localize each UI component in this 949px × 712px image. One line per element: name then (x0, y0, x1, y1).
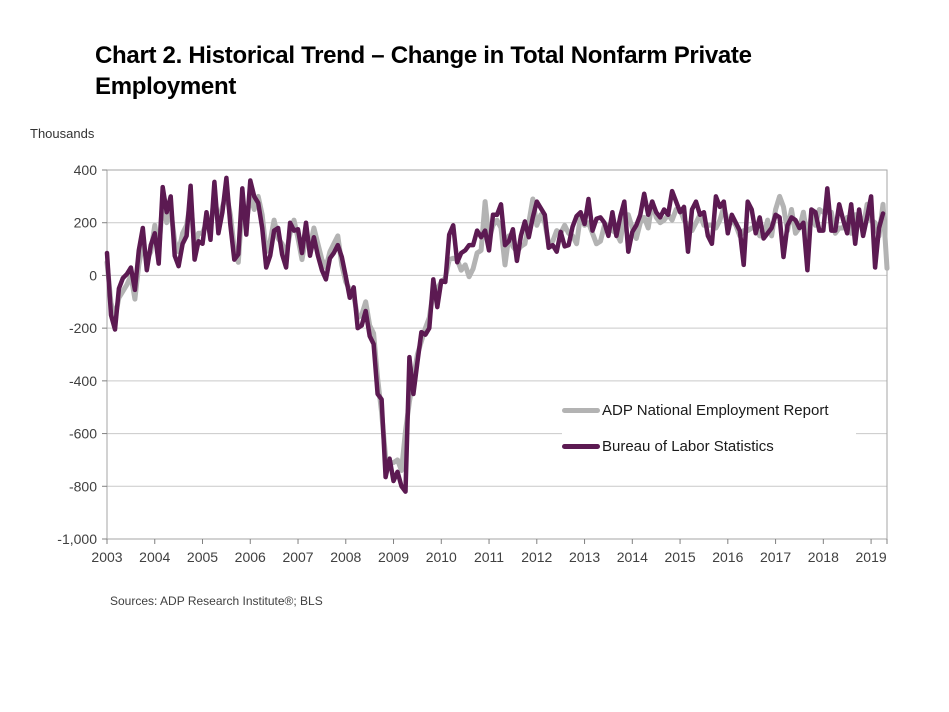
bls-series-line (104, 175, 886, 494)
y-axis-label: 200 (74, 215, 98, 231)
x-axis-label: 2007 (282, 549, 313, 565)
bls-line-swatch (562, 444, 600, 449)
y-axis-label: -400 (69, 373, 97, 389)
x-axis-label: 2016 (712, 549, 743, 565)
y-axis-label: -800 (69, 478, 97, 494)
y-axis-label: -600 (69, 426, 97, 442)
x-axis-label: 2004 (139, 549, 170, 565)
legend: ADP National Employment Report Bureau of… (562, 396, 856, 463)
x-axis-label: 2017 (760, 549, 791, 565)
y-axis-label: -200 (69, 320, 97, 336)
x-axis-label: 2003 (91, 549, 122, 565)
legend-label-adp: ADP National Employment Report (602, 402, 829, 419)
page-title-line2: Employment (95, 73, 237, 100)
x-axis-label: 2013 (569, 549, 600, 565)
x-axis-label: 2008 (330, 549, 361, 565)
x-axis-label: 2014 (617, 549, 648, 565)
x-axis-label: 2005 (187, 549, 218, 565)
x-axis-label: 2006 (235, 549, 266, 565)
sources-note: Sources: ADP Research Institute®; BLS (110, 594, 323, 608)
page-title-line1: Chart 2. Historical Trend – Change in To… (95, 42, 752, 69)
x-axis-label: 2009 (378, 549, 409, 565)
y-axis-units-label: Thousands (30, 126, 95, 141)
x-axis-label: 2018 (808, 549, 839, 565)
plot-border (106, 169, 888, 540)
legend-label-bls: Bureau of Labor Statistics (602, 438, 774, 455)
x-axis-label: 2012 (521, 549, 552, 565)
x-axis-label: 2019 (856, 549, 887, 565)
y-axis-label: 400 (74, 162, 98, 178)
adp-line-swatch (562, 408, 600, 413)
y-axis-label: -1,000 (57, 531, 97, 547)
x-axis-label: 2010 (426, 549, 457, 565)
legend-entry-adp: ADP National Employment Report (562, 402, 856, 419)
x-axis-label: 2015 (664, 549, 695, 565)
page-title: Chart 2. Historical Trend – Change in To… (95, 40, 895, 102)
y-axis-label: 0 (89, 267, 97, 283)
x-axis-label: 2011 (474, 549, 504, 565)
legend-entry-bls: Bureau of Labor Statistics (562, 438, 856, 455)
